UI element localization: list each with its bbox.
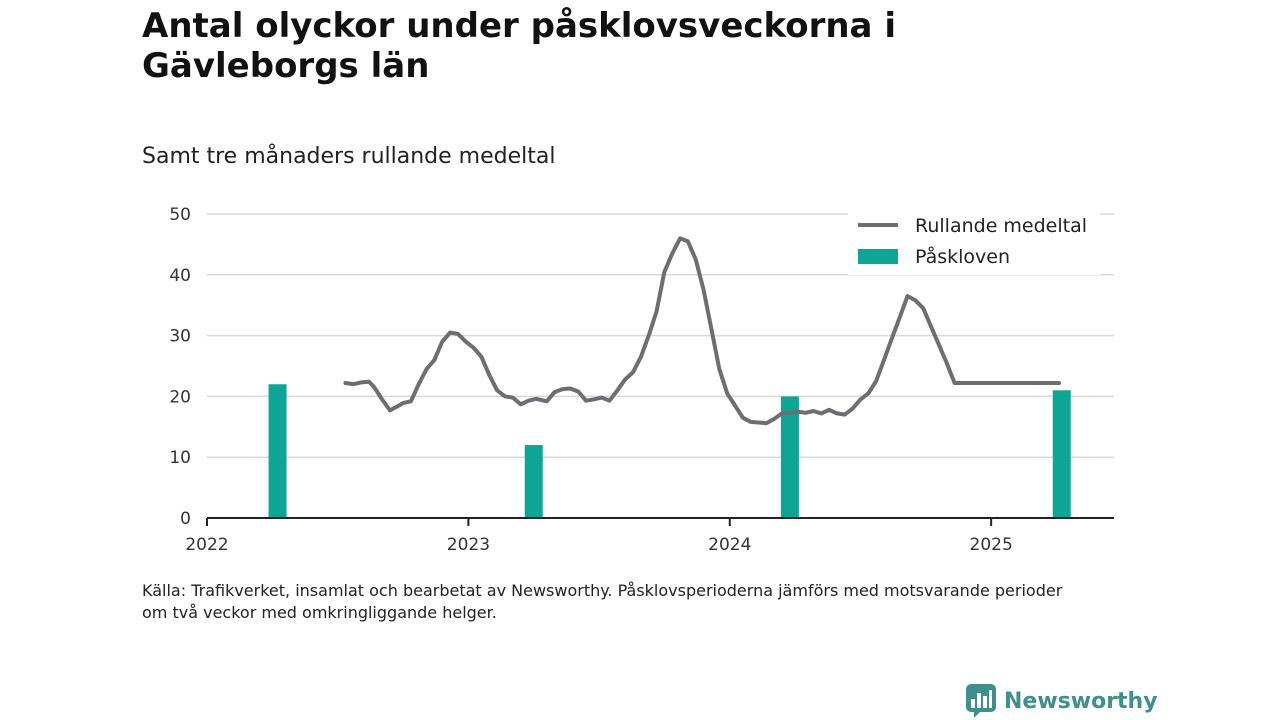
brand-name: Newsworthy [1004, 688, 1158, 714]
rolling-average-line [343, 236, 1062, 426]
newsworthy-logo-icon [966, 684, 996, 718]
legend-label-rolling: Rullande medeltal [915, 215, 1087, 237]
bar [524, 445, 543, 518]
bar [268, 384, 287, 518]
y-tick-label: 20 [169, 387, 191, 407]
chart-subtitle: Samt tre månaders rullande medeltal [142, 144, 556, 169]
bar [780, 396, 799, 518]
x-tick-label: 2022 [185, 535, 228, 555]
source-note: Källa: Trafikverket, insamlat och bearbe… [142, 580, 1072, 624]
bar [1052, 390, 1071, 518]
legend-bar-swatch [858, 249, 898, 264]
y-tick-label: 40 [169, 266, 191, 286]
y-tick-label: 0 [180, 509, 191, 529]
source-line-1: Källa: Trafikverket, insamlat och bearbe… [142, 581, 1063, 600]
legend-label-easter: Påskloven [915, 245, 1010, 268]
y-tick-label: 30 [169, 327, 191, 347]
y-tick-label: 10 [169, 448, 191, 468]
chart-title: Antal olyckor under påsklovsveckorna i G… [142, 6, 896, 86]
source-line-2: om två veckor med omkringliggande helger… [142, 603, 497, 622]
y-tick-label: 50 [169, 205, 191, 225]
x-tick-label: 2023 [447, 535, 490, 555]
chart-canvas: 0 10 20 30 40 50 2022 2023 2024 2025 Rullande mede… [169, 205, 1114, 555]
x-tick-label: 2024 [708, 535, 751, 555]
x-tick-label: 2025 [970, 535, 1013, 555]
brand-logo[interactable]: Newsworthy [966, 684, 1158, 718]
